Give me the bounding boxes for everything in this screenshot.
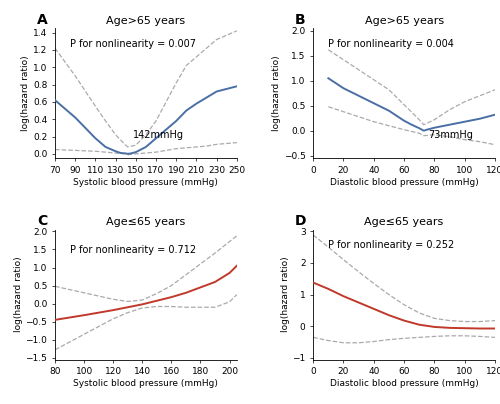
Y-axis label: log(hazard ratio): log(hazard ratio) xyxy=(14,257,22,332)
Text: A: A xyxy=(37,13,48,27)
Text: B: B xyxy=(295,13,306,27)
Text: D: D xyxy=(295,214,306,228)
Text: P for nonlinearity = 0.007: P for nonlinearity = 0.007 xyxy=(70,39,196,48)
Title: Age≤65 years: Age≤65 years xyxy=(106,217,186,227)
Text: C: C xyxy=(37,214,47,228)
Y-axis label: log(hazard ratio): log(hazard ratio) xyxy=(21,55,30,131)
Text: P for nonlinearity = 0.004: P for nonlinearity = 0.004 xyxy=(328,39,454,48)
Text: P for nonlinearity = 0.252: P for nonlinearity = 0.252 xyxy=(328,240,454,250)
X-axis label: Diastolic blood pressure (mmHg): Diastolic blood pressure (mmHg) xyxy=(330,178,478,187)
Y-axis label: log(hazard ratio): log(hazard ratio) xyxy=(280,257,289,332)
X-axis label: Diastolic blood pressure (mmHg): Diastolic blood pressure (mmHg) xyxy=(330,379,478,388)
Title: Age≤65 years: Age≤65 years xyxy=(364,217,444,227)
Text: 73mmHg: 73mmHg xyxy=(428,130,473,140)
X-axis label: Systolic blood pressure (mmHg): Systolic blood pressure (mmHg) xyxy=(74,379,219,388)
Title: Age>65 years: Age>65 years xyxy=(364,16,444,26)
Title: Age>65 years: Age>65 years xyxy=(106,16,186,26)
Text: 142mmHg: 142mmHg xyxy=(133,130,184,140)
Y-axis label: log(hazard ratio): log(hazard ratio) xyxy=(272,55,281,131)
Text: P for nonlinearity = 0.712: P for nonlinearity = 0.712 xyxy=(70,245,196,255)
X-axis label: Systolic blood pressure (mmHg): Systolic blood pressure (mmHg) xyxy=(74,178,219,187)
